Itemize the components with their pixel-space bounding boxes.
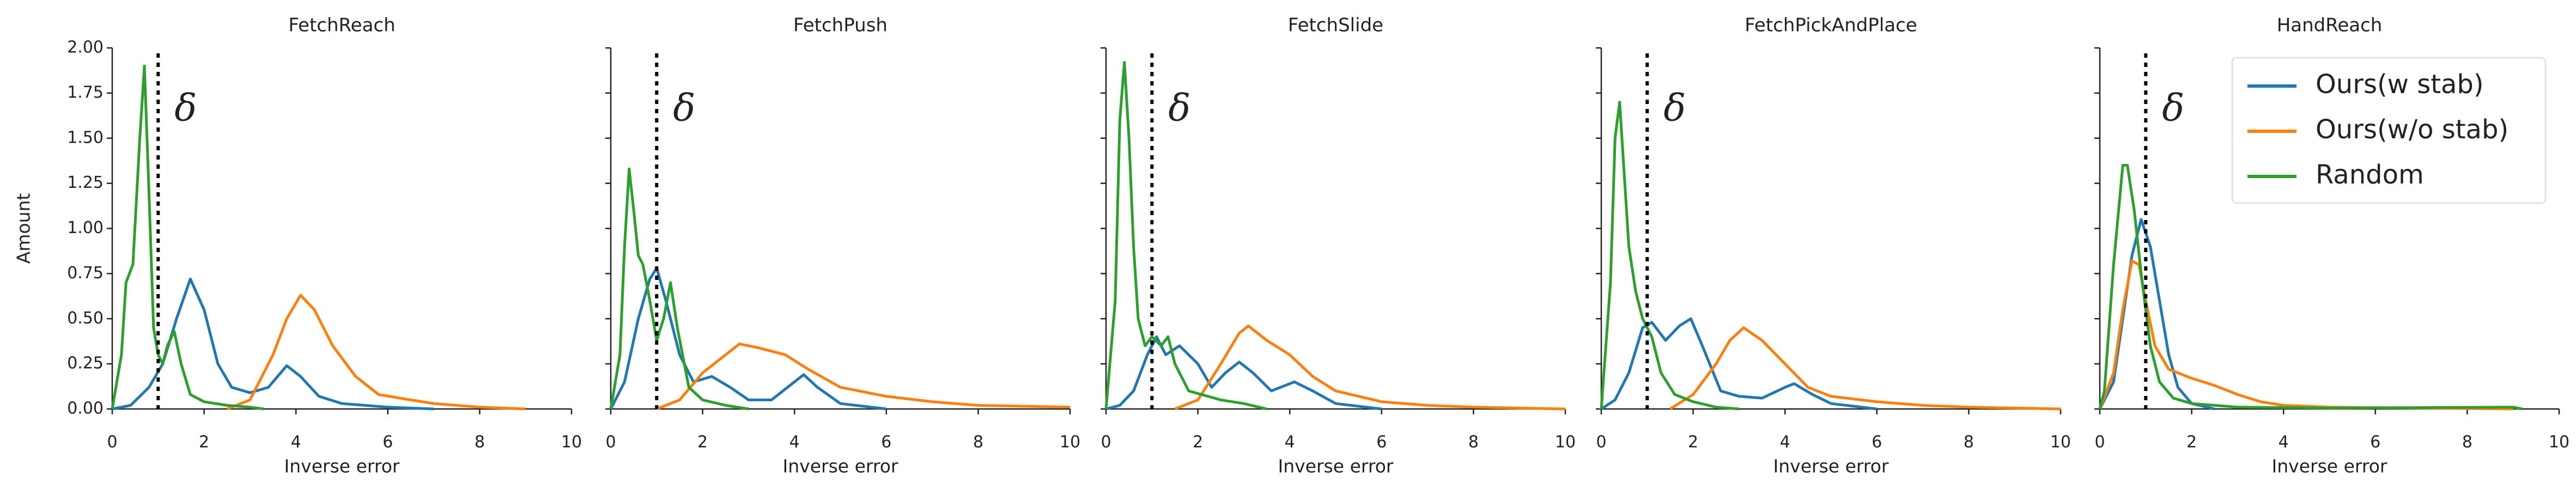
x-tick-label: 8 bbox=[973, 433, 983, 452]
x-tick-label: 0 bbox=[2094, 433, 2105, 452]
density-curve bbox=[2098, 259, 2513, 411]
y-tick-label: 2.00 bbox=[67, 38, 104, 57]
x-tick-label: 8 bbox=[2462, 433, 2472, 452]
x-tick-label: 2 bbox=[1193, 433, 1203, 452]
density-curve bbox=[609, 167, 749, 411]
y-tick-label: 1.50 bbox=[67, 128, 104, 147]
x-axis-label: Inverse error bbox=[783, 456, 898, 477]
legend-label: Ours(w stab) bbox=[2316, 69, 2484, 100]
density-curve bbox=[111, 64, 264, 411]
y-tick-label: 1.25 bbox=[67, 173, 104, 192]
x-tick-label: 0 bbox=[1101, 433, 1111, 452]
x-tick-label: 4 bbox=[789, 433, 800, 452]
y-tick-label: 0.50 bbox=[67, 309, 104, 328]
subplot-title: HandReach bbox=[2277, 15, 2383, 36]
x-tick-label: 8 bbox=[475, 433, 485, 452]
y-tick-label: 1.00 bbox=[67, 218, 104, 237]
subplot-title: FetchSlide bbox=[1288, 15, 1383, 36]
x-tick-label: 8 bbox=[1468, 433, 1479, 452]
legend-label: Random bbox=[2316, 160, 2424, 190]
y-tick-label: 0.00 bbox=[67, 399, 104, 418]
density-curve bbox=[1600, 317, 1878, 411]
x-tick-label: 0 bbox=[605, 433, 616, 452]
threshold-label: δ bbox=[673, 87, 695, 130]
x-tick-label: 8 bbox=[1964, 433, 1974, 452]
x-tick-label: 4 bbox=[291, 433, 301, 452]
x-tick-label: 2 bbox=[2186, 433, 2197, 452]
density-curve bbox=[656, 343, 1071, 411]
y-tick-label: 0.25 bbox=[67, 354, 104, 373]
density-curve bbox=[2098, 163, 2523, 411]
density-curve bbox=[609, 266, 887, 411]
x-tick-label: 4 bbox=[2279, 433, 2289, 452]
x-axis-label: Inverse error bbox=[1773, 456, 1889, 477]
density-curve bbox=[1105, 335, 1382, 411]
threshold-label: δ bbox=[1168, 87, 1190, 130]
threshold-label: δ bbox=[174, 87, 197, 130]
y-tick-label: 1.75 bbox=[67, 83, 104, 102]
x-tick-label: 6 bbox=[382, 433, 393, 452]
threshold-label: δ bbox=[2162, 87, 2184, 130]
x-tick-label: 4 bbox=[1285, 433, 1295, 452]
subplot-title: FetchPickAndPlace bbox=[1745, 15, 1917, 36]
x-tick-label: 0 bbox=[107, 433, 117, 452]
subplot-title: FetchPush bbox=[793, 15, 888, 36]
subplot-title: FetchReach bbox=[288, 15, 395, 36]
density-curve bbox=[1669, 326, 2061, 411]
x-axis-label: Inverse error bbox=[284, 456, 400, 477]
x-tick-label: 10 bbox=[1060, 433, 1080, 452]
density-curve bbox=[1104, 61, 1267, 411]
y-axis-label: Amount bbox=[13, 193, 34, 264]
x-tick-label: 10 bbox=[2050, 433, 2071, 452]
x-tick-label: 0 bbox=[1596, 433, 1606, 452]
legend: Ours(w stab) Ours(w/o stab) Random bbox=[2231, 57, 2547, 204]
x-tick-label: 2 bbox=[199, 433, 209, 452]
legend-box bbox=[2231, 57, 2547, 204]
y-tick-label: 0.75 bbox=[67, 264, 104, 283]
x-tick-label: 6 bbox=[1872, 433, 1882, 452]
threshold-label: δ bbox=[1663, 87, 1686, 130]
density-curve bbox=[1600, 100, 1740, 411]
x-tick-label: 10 bbox=[2549, 433, 2569, 452]
density-curve bbox=[226, 294, 526, 411]
x-axis-label: Inverse error bbox=[2272, 456, 2387, 477]
x-axis-label: Inverse error bbox=[1278, 456, 1394, 477]
x-tick-label: 4 bbox=[1780, 433, 1790, 452]
x-tick-label: 2 bbox=[697, 433, 708, 452]
x-tick-label: 6 bbox=[2370, 433, 2380, 452]
density-curve bbox=[112, 277, 434, 411]
x-tick-label: 10 bbox=[561, 433, 582, 452]
legend-label: Ours(w/o stab) bbox=[2316, 114, 2508, 145]
x-tick-label: 6 bbox=[1376, 433, 1387, 452]
density-curve bbox=[1174, 325, 1566, 411]
x-tick-label: 2 bbox=[1688, 433, 1698, 452]
x-tick-label: 10 bbox=[1555, 433, 1576, 452]
x-tick-label: 6 bbox=[881, 433, 891, 452]
